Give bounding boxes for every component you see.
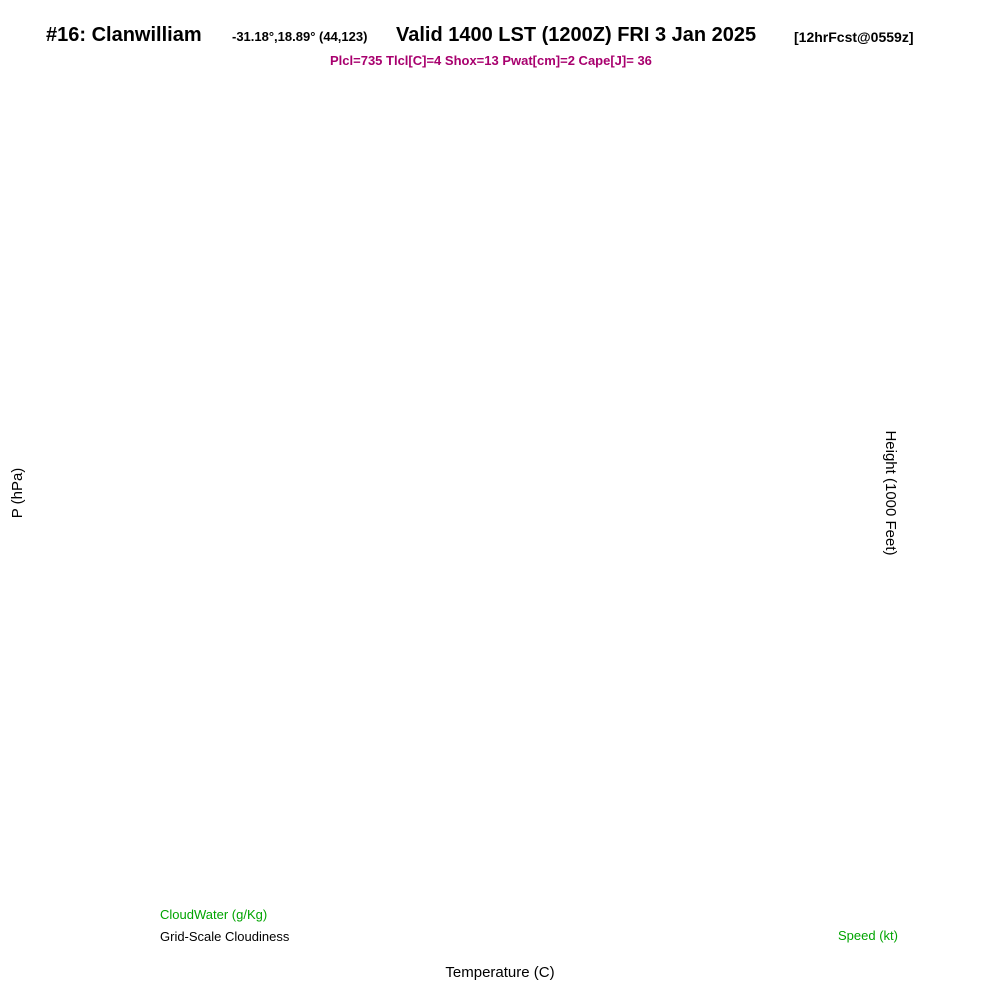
speed-axis-title: Speed (kt) — [838, 928, 898, 943]
valid-time: Valid 1400 LST (1200Z) FRI 3 Jan 2025 — [396, 24, 757, 46]
cloudwater-label: CloudWater (g/Kg) — [160, 907, 267, 922]
sounding-params: Plcl=735 Tlcl[C]=4 Shox=13 Pwat[cm]=2 Ca… — [330, 53, 652, 68]
temperature-axis-title: Temperature (C) — [445, 964, 554, 981]
height-axis-title: Height (1000 Feet) — [882, 430, 899, 555]
station-coords: -31.18°,18.89° (44,123) — [232, 29, 368, 44]
page-title: #16: Clanwilliam — [46, 24, 202, 46]
forecast-tag: [12hrFcst@0559z] — [794, 29, 914, 45]
cloudiness-label: Grid-Scale Cloudiness — [160, 929, 290, 944]
pressure-axis-title: P (hPa) — [9, 468, 26, 519]
